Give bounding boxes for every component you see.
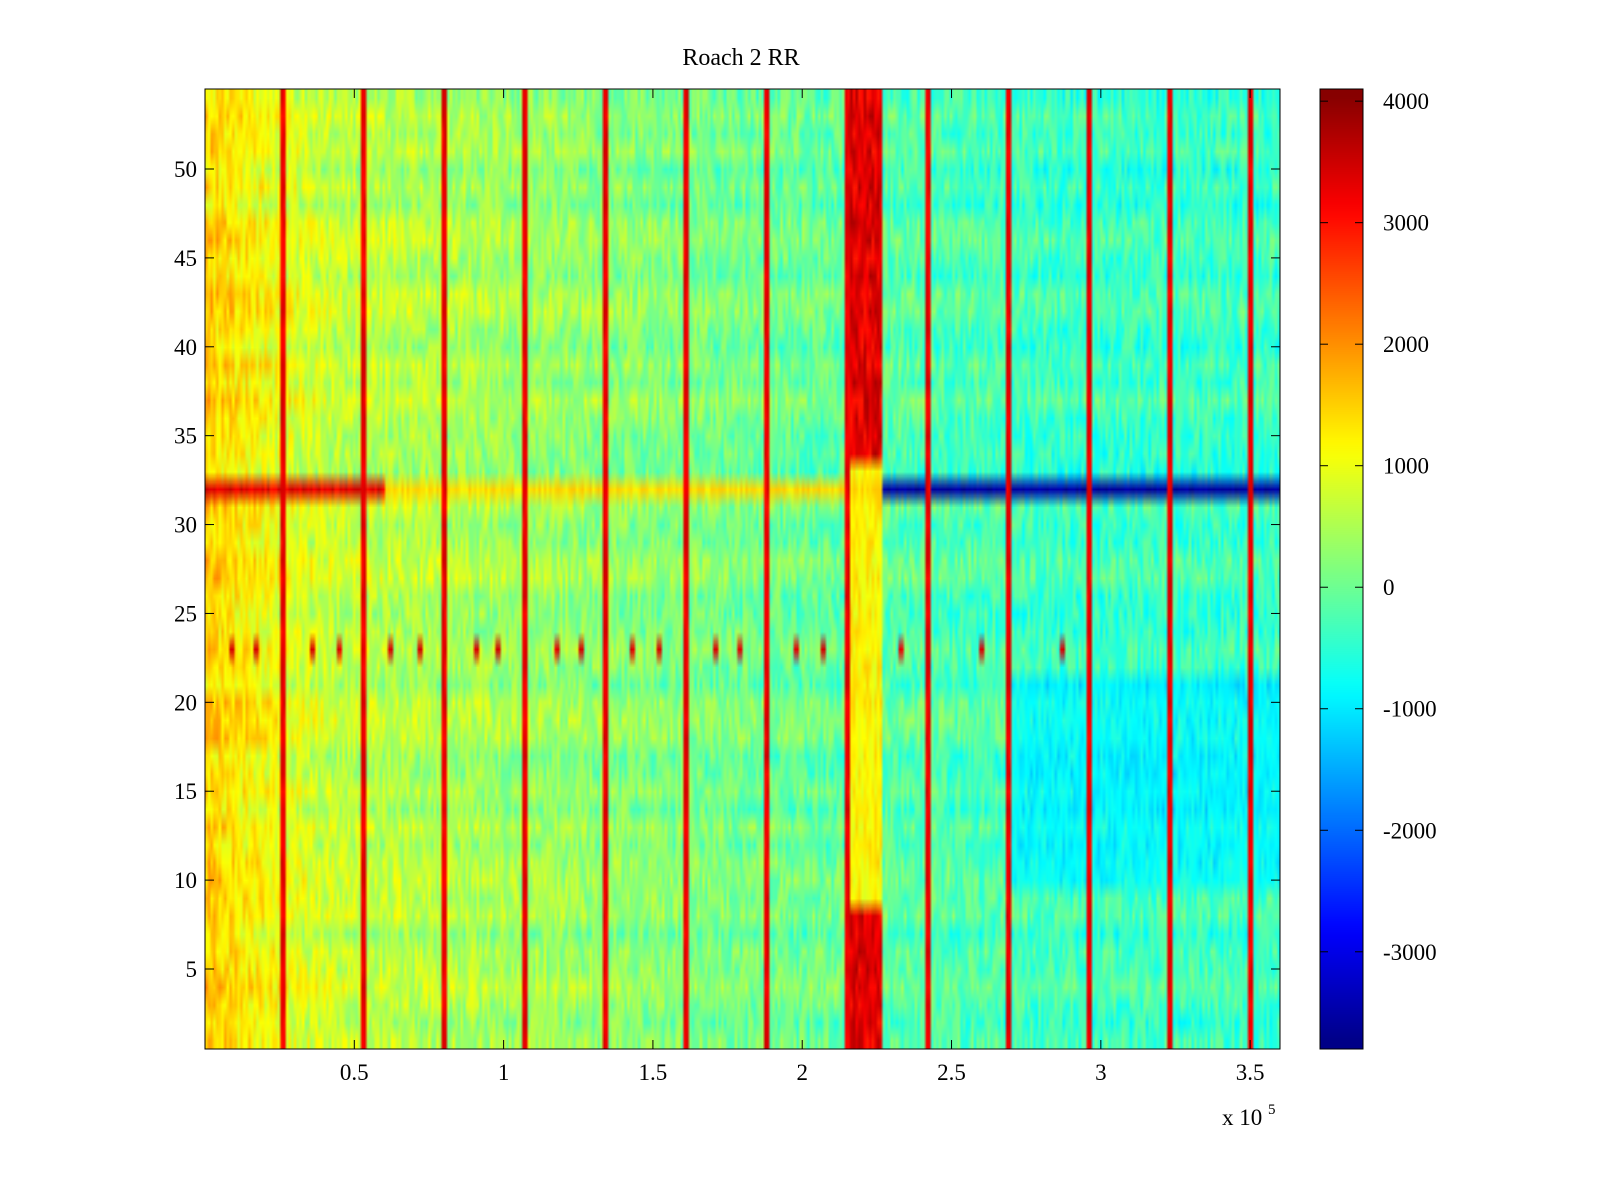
colorbar-tick-label: 2000 (1383, 332, 1429, 357)
colorbar-tick-label: -3000 (1383, 940, 1437, 965)
x-tick-label: 0.5 (340, 1060, 369, 1085)
colorbar-tick-label: 0 (1383, 575, 1395, 600)
x-axis-exponent-power: 5 (1268, 1102, 1276, 1118)
colorbar-tick-label: -2000 (1383, 818, 1437, 843)
heatmap-image (205, 89, 1280, 1049)
y-tick-label: 15 (174, 779, 197, 804)
y-axis: 5 10 15 20 25 30 35 40 45 50 (174, 157, 1280, 982)
x-tick-label: 3 (1095, 1060, 1107, 1085)
x-tick-label: 2 (796, 1060, 808, 1085)
x-tick-label: 3.5 (1236, 1060, 1265, 1085)
y-tick-label: 35 (174, 424, 197, 449)
x-tick-label: 1 (498, 1060, 510, 1085)
colorbar-ticks: 4000 3000 2000 1000 0 -1000 -2000 -3000 (1320, 89, 1437, 965)
y-tick-label: 20 (174, 690, 197, 715)
colorbar-tick-label: 1000 (1383, 454, 1429, 479)
y-tick-label: 10 (174, 868, 197, 893)
y-tick-label: 5 (186, 957, 198, 982)
plot-frame (204, 88, 1281, 1050)
x-axis: 0.5 1 1.5 2 2.5 3 3.5 (340, 89, 1265, 1085)
x-axis-exponent-base: x 10 (1222, 1105, 1262, 1130)
x-tick-label: 2.5 (937, 1060, 966, 1085)
y-tick-label: 45 (174, 246, 197, 271)
x-tick-label: 1.5 (639, 1060, 668, 1085)
plot-area (204, 88, 1281, 1050)
colorbar-tick-label: -1000 (1383, 697, 1437, 722)
colorbar: 4000 3000 2000 1000 0 -1000 -2000 -3000 (1319, 88, 1437, 1050)
y-tick-label: 30 (174, 513, 197, 538)
y-tick-label: 40 (174, 335, 197, 360)
colorbar-gradient (1320, 89, 1363, 1049)
colorbar-tick-label: 3000 (1383, 211, 1429, 236)
chart-title: Roach 2 RR (682, 45, 799, 71)
colorbar-tick-label: 4000 (1383, 89, 1429, 114)
y-tick-label: 25 (174, 601, 197, 626)
colorbar-frame (1319, 88, 1364, 1050)
x-axis-exponent: x 10 5 (1222, 1102, 1276, 1130)
y-tick-label: 50 (174, 157, 197, 182)
